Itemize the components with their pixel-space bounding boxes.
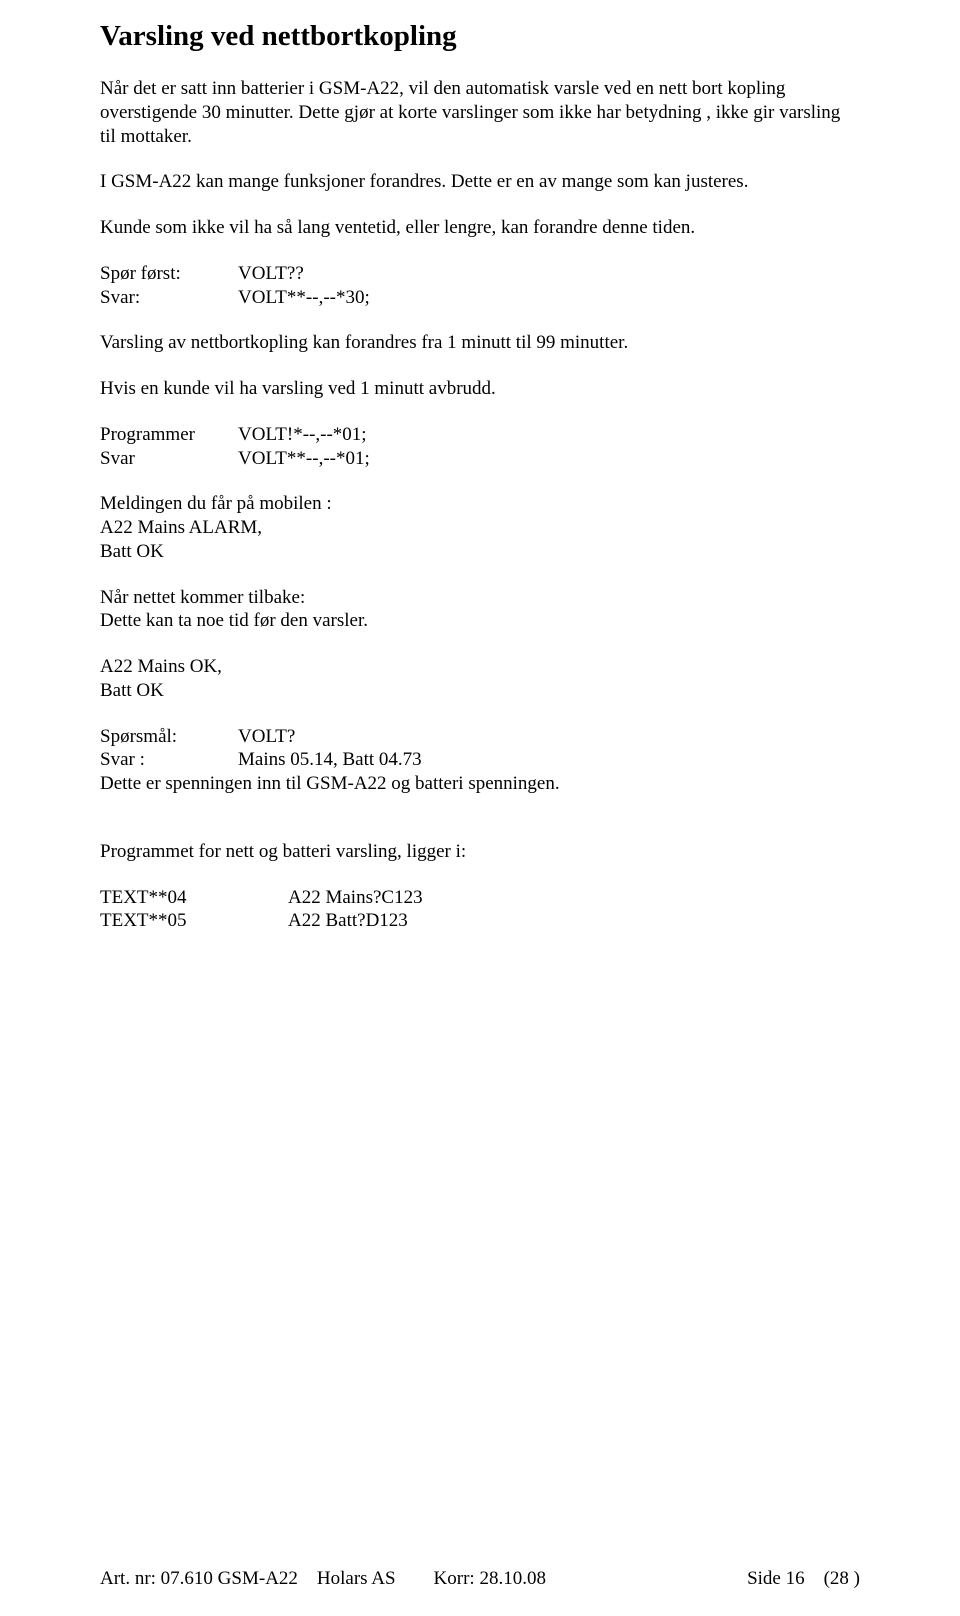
kv-val: A22 Mains?C123 <box>288 886 423 910</box>
question-answer-block: Spørsmål: VOLT? Svar : Mains 05.14, Batt… <box>100 725 422 773</box>
paragraph: Hvis en kunde vil ha varsling ved 1 minu… <box>100 377 860 401</box>
footer-side-label: Side <box>747 1568 786 1589</box>
document-page: Varsling ved nettbortkopling Når det er … <box>0 0 960 1616</box>
paragraph: Dette kan ta noe tid før den varsler. <box>100 609 860 633</box>
kv-val: VOLT!*--,--*01; <box>238 423 370 447</box>
page-title: Varsling ved nettbortkopling <box>100 20 860 53</box>
query-answer-block: Spør først: VOLT?? Svar: VOLT**--,--*30; <box>100 262 370 310</box>
kv-key: Svar : <box>100 748 238 772</box>
kv-key: Svar: <box>100 286 238 310</box>
paragraph: A22 Mains OK, <box>100 655 860 679</box>
kv-val: A22 Batt?D123 <box>288 909 423 933</box>
text-codes-block: TEXT**04 A22 Mains?C123 TEXT**05 A22 Bat… <box>100 886 423 934</box>
kv-key: Svar <box>100 447 238 471</box>
paragraph: Batt OK <box>100 540 860 564</box>
paragraph: Dette er spenningen inn til GSM-A22 og b… <box>100 772 860 796</box>
kv-key: Spør først: <box>100 262 238 286</box>
kv-val: VOLT? <box>238 725 422 749</box>
kv-key: TEXT**05 <box>100 909 288 933</box>
paragraph: Programmet for nett og batteri varsling,… <box>100 840 860 864</box>
page-number: 16 <box>786 1568 805 1589</box>
kv-val: VOLT?? <box>238 262 370 286</box>
kv-key: TEXT**04 <box>100 886 288 910</box>
footer-right: Side 16 (28 ) <box>747 1568 860 1590</box>
paragraph: Batt OK <box>100 679 860 703</box>
paragraph: Når nettet kommer tilbake: <box>100 586 860 610</box>
page-footer: Art. nr: 07.610 GSM-A22 Holars AS Korr: … <box>100 1568 860 1590</box>
kv-val: Mains 05.14, Batt 04.73 <box>238 748 422 772</box>
paragraph: A22 Mains ALARM, <box>100 516 860 540</box>
paragraph: Når det er satt inn batterier i GSM-A22,… <box>100 77 860 148</box>
paragraph: Varsling av nettbortkopling kan forandre… <box>100 331 860 355</box>
kv-key: Spørsmål: <box>100 725 238 749</box>
footer-total: (28 ) <box>805 1568 860 1589</box>
kv-val: VOLT**--,--*01; <box>238 447 370 471</box>
paragraph: I GSM-A22 kan mange funksjoner forandres… <box>100 170 860 194</box>
kv-val: VOLT**--,--*30; <box>238 286 370 310</box>
program-answer-block: Programmer VOLT!*--,--*01; Svar VOLT**--… <box>100 423 370 471</box>
footer-left: Art. nr: 07.610 GSM-A22 Holars AS Korr: … <box>100 1568 546 1590</box>
paragraph: Kunde som ikke vil ha så lang ventetid, … <box>100 216 860 240</box>
paragraph: Meldingen du får på mobilen : <box>100 492 860 516</box>
kv-key: Programmer <box>100 423 238 447</box>
